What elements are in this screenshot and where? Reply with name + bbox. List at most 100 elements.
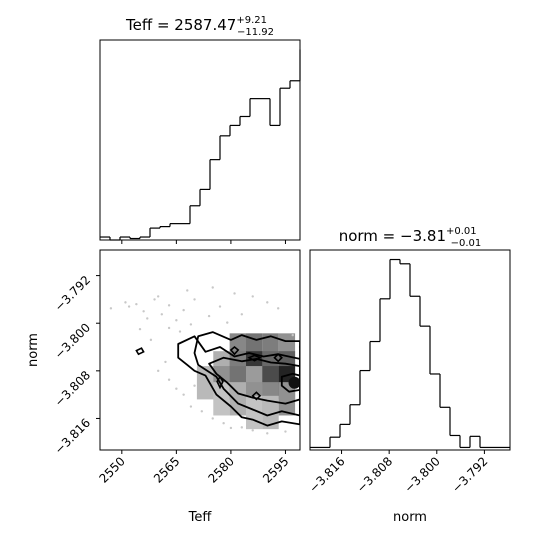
joint-scatter-point: [233, 292, 236, 295]
joint-density-cell: [262, 395, 279, 430]
joint-x-tick-label: 2550: [96, 454, 127, 485]
teff-histogram-panel: Teff = 2587.47+9.21 −11.92: [99, 15, 301, 244]
teff-histogram-series: [100, 49, 301, 241]
joint-scatter-point: [127, 305, 131, 308]
joint-scatter-point: [186, 289, 189, 292]
joint-density-peak: [288, 376, 300, 389]
joint-scatter-point: [142, 310, 145, 313]
norm-title-value: −3.81: [400, 227, 446, 245]
joint-x-tick-label: 2595: [260, 454, 291, 485]
joint-scatter-point: [153, 298, 156, 301]
norm-xlabel: norm: [393, 510, 427, 525]
joint-scatter-point: [175, 387, 178, 390]
teff-title-minus: −11.92: [237, 27, 274, 38]
joint-scatter-point: [175, 319, 178, 322]
norm-histogram-series: [310, 258, 510, 449]
joint-scatter-point: [189, 405, 193, 408]
joint-frame: [99, 249, 301, 451]
joint-scatter-point: [124, 301, 127, 304]
joint-scatter-point: [160, 313, 164, 316]
joint-density-cell: [196, 366, 214, 400]
joint-scatter-point: [229, 426, 233, 430]
joint-x-tick-label: 2580: [206, 454, 237, 485]
norm-title-plus: +0.01: [446, 226, 477, 237]
joint-panel: 2550 2565 2580 2595 −3.792 −3.800 −3.808 −3.81…: [26, 249, 301, 525]
joint-scatter-point: [251, 429, 254, 432]
joint-contour-island: [229, 345, 240, 356]
joint-scatter-point: [240, 426, 244, 429]
teff-title-plus: +9.21: [236, 15, 267, 26]
joint-scatter-point: [193, 384, 196, 387]
norm-histogram-frame: [309, 249, 511, 451]
joint-scatter-point: [207, 314, 211, 318]
joint-contour-line: [193, 331, 300, 417]
joint-scatter-point: [167, 304, 171, 307]
joint-scatter-point: [284, 430, 287, 433]
norm-histogram-panel: −3.816 −3.808 −3.800 −3.792 norm = −3.81+0.…: [306, 226, 511, 525]
norm-x-tick-label: −3.792: [449, 454, 490, 495]
joint-contours: [135, 331, 300, 427]
norm-title-name: norm: [339, 227, 378, 245]
joint-scatter-point: [167, 378, 171, 381]
joint-scatter-point: [211, 417, 214, 420]
joint-scatter-point: [109, 307, 113, 310]
joint-scatter-points: [109, 286, 300, 435]
norm-histogram-ticks: −3.816 −3.808 −3.800 −3.792: [306, 450, 491, 496]
joint-scatter-point: [156, 369, 160, 373]
joint-scatter-point: [266, 301, 269, 304]
joint-contour-line: [177, 335, 300, 427]
joint-scatter-point: [178, 330, 182, 333]
teff-histogram-ticks: [121, 240, 286, 244]
joint-density-cell: [246, 395, 263, 430]
joint-density-cell: [229, 382, 246, 416]
joint-scatter-point: [251, 295, 254, 298]
joint-scatter-point: [218, 305, 222, 308]
norm-x-tick-label: −3.808: [354, 454, 395, 495]
joint-scatter-point: [211, 286, 214, 289]
joint-contour-line: [280, 372, 300, 393]
joint-x-ticks: 2550 2565 2580 2595: [96, 450, 292, 486]
joint-y-tick-label: −3.792: [52, 273, 93, 314]
joint-y-tick-label: −3.816: [52, 416, 93, 457]
joint-contour-island: [216, 375, 224, 390]
joint-contour-island: [251, 391, 262, 401]
joint-xlabel: Teff: [188, 510, 213, 525]
norm-x-tick-label: −3.816: [306, 454, 347, 495]
joint-scatter-point: [189, 323, 193, 326]
joint-scatter-point: [193, 298, 196, 301]
joint-contour-island: [247, 354, 262, 362]
teff-histogram-frame: [99, 39, 301, 241]
joint-contour-line: [208, 356, 300, 405]
norm-title: norm = −3.81+0.01 −0.01: [339, 226, 482, 249]
teff-title-value: 2587.47: [174, 16, 236, 34]
norm-title-minus: −0.01: [451, 238, 482, 249]
joint-x-tick-label: 2565: [151, 454, 182, 485]
teff-title: Teff = 2587.47+9.21 −11.92: [125, 15, 274, 38]
joint-scatter-point: [164, 360, 167, 364]
joint-scatter-point: [226, 321, 229, 324]
joint-scatter-point: [182, 308, 185, 312]
joint-density-cells: [196, 333, 296, 430]
joint-scatter-point: [182, 393, 185, 396]
joint-y-tick-label: −3.808: [52, 368, 93, 409]
joint-scatter-point: [240, 313, 244, 316]
joint-contour-island: [135, 347, 145, 356]
joint-scatter-point: [135, 302, 138, 306]
joint-scatter-point: [167, 326, 171, 330]
norm-x-tick-label: −3.800: [402, 454, 443, 495]
joint-scatter-point: [200, 410, 204, 413]
joint-ylabel: norm: [26, 333, 41, 367]
joint-scatter-point: [149, 338, 153, 342]
joint-scatter-point: [156, 295, 160, 298]
joint-scatter-point: [138, 327, 142, 331]
joint-y-tick-label: −3.800: [52, 320, 93, 361]
joint-y-ticks: −3.792 −3.800 −3.808 −3.816: [52, 273, 100, 457]
joint-scatter-point: [291, 333, 294, 337]
joint-scatter-point: [222, 422, 225, 425]
joint-scatter-point: [276, 307, 280, 310]
teff-title-name: Teff: [125, 16, 153, 34]
joint-scatter-point: [146, 317, 149, 320]
joint-scatter-point: [266, 432, 269, 435]
joint-contour-island: [273, 353, 283, 363]
